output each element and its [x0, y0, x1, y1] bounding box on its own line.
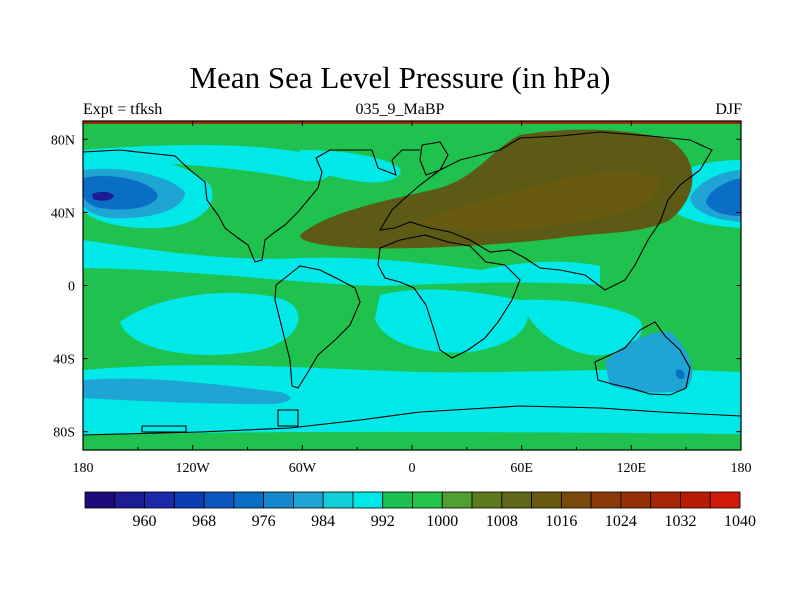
- experiment-label: Expt = tfksh: [83, 101, 163, 118]
- x-tick-label: 60E: [510, 461, 533, 476]
- aleutian-low-center: [92, 191, 114, 201]
- eurasian-high-core: [420, 171, 660, 232]
- colorbar-box: [293, 491, 324, 509]
- x-tick-label: 180: [731, 461, 752, 476]
- indian-ocean-field: [520, 299, 642, 356]
- colorbar-box: [144, 491, 175, 509]
- colorbar-label: 968: [192, 513, 216, 530]
- colorbar-label: 960: [133, 513, 157, 530]
- colorbar-label: 1000: [426, 513, 458, 530]
- south-america-coast: [274, 265, 361, 389]
- antarctica-coast: [83, 405, 741, 436]
- season-label: DJF: [715, 101, 742, 118]
- colorbar-box: [441, 491, 473, 509]
- colorbar: 960 968 976 984 992 1000 1008 1016 1024 1032 1040: [84, 491, 756, 530]
- australia-low-core: [675, 369, 685, 380]
- africa-coast: [377, 234, 521, 359]
- colorbar-box: [382, 491, 413, 509]
- colorbar-label: 976: [252, 513, 276, 530]
- colorbar-box: [620, 491, 652, 509]
- x-axis: 180 120W 60W 0 60E 120E 180: [73, 121, 752, 476]
- colorbar-box: [114, 491, 145, 509]
- pressure-field: [83, 121, 741, 450]
- north-america-field: [300, 150, 401, 183]
- colorbar-box: [322, 491, 354, 509]
- colorbar-box: [203, 491, 235, 509]
- north-america-coast: [83, 149, 420, 263]
- colorbar-box: [471, 491, 503, 509]
- chart-title: Mean Sea Level Pressure (in hPa): [189, 60, 611, 95]
- colorbar-box: [263, 491, 294, 509]
- colorbar-label: 1016: [545, 513, 577, 530]
- colorbar-label: 1024: [605, 513, 637, 530]
- y-tick-label: 80N: [51, 133, 75, 148]
- east-pacific-low-core: [706, 178, 741, 216]
- x-tick-label: 60W: [289, 461, 317, 476]
- colorbar-label: 992: [371, 513, 395, 530]
- colorbar-box: [560, 491, 592, 509]
- colorbar-box: [531, 491, 562, 509]
- y-tick-label: 0: [68, 280, 75, 295]
- south-pacific-high: [120, 292, 299, 355]
- small-island-2: [277, 409, 299, 427]
- x-tick-label: 0: [409, 461, 416, 476]
- colorbar-box: [352, 491, 384, 509]
- y-tick-label: 40N: [51, 206, 75, 221]
- colorbar-box: [680, 491, 711, 509]
- australia-low: [605, 331, 693, 393]
- colorbar-box: [501, 491, 532, 509]
- x-tick-label: 120E: [617, 461, 647, 476]
- antarctic-field: [83, 431, 741, 450]
- x-tick-label: 120W: [176, 461, 211, 476]
- australia-coast: [594, 321, 691, 396]
- y-tick-label: 80S: [53, 426, 75, 441]
- colorbar-box: [709, 491, 741, 509]
- time-label: 035_9_MaBP: [355, 101, 445, 118]
- small-island-1: [141, 425, 187, 433]
- colorbar-label: 1008: [486, 513, 518, 530]
- equatorial-band: [83, 240, 600, 286]
- colorbar-box: [233, 491, 265, 509]
- arctic-field: [83, 145, 333, 182]
- colorbar-box: [412, 491, 443, 509]
- colorbar-box: [84, 491, 116, 509]
- aleutian-low-core: [83, 175, 158, 210]
- y-axis: 80N 40N 0 40S 80S: [51, 133, 741, 441]
- eurasia-coast: [378, 131, 713, 291]
- south-atlantic-high: [375, 289, 528, 353]
- south-polar-low-band: [83, 378, 291, 405]
- colorbar-label: 984: [311, 513, 335, 530]
- colorbar-box: [590, 491, 622, 509]
- colorbar-box: [173, 491, 205, 509]
- colorbar-label: 1032: [664, 513, 696, 530]
- southern-ocean-belt: [83, 365, 741, 440]
- colorbar-label: 1040: [724, 513, 756, 530]
- x-tick-label: 180: [73, 461, 94, 476]
- coastlines: [83, 131, 741, 436]
- colorbar-box: [650, 491, 681, 509]
- y-tick-label: 40S: [53, 353, 75, 368]
